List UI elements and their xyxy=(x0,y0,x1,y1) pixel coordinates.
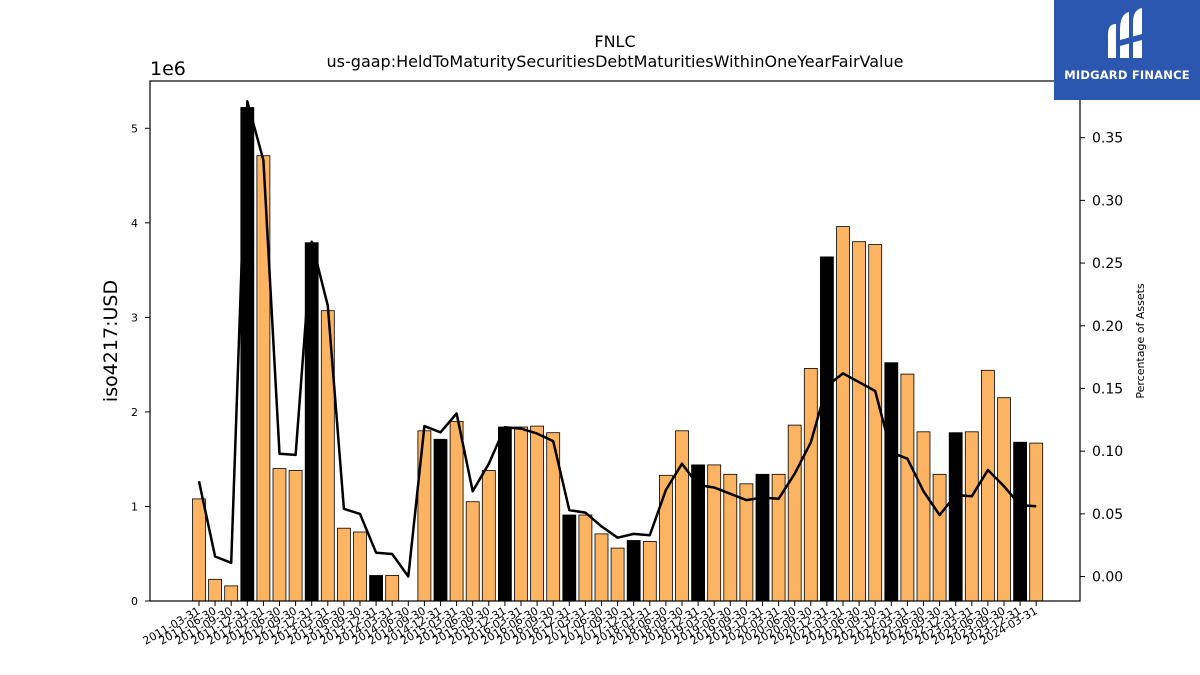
bar-2015-09-30 xyxy=(481,470,496,602)
bar-2021-09-30 xyxy=(868,244,883,602)
y-tick-label: 2 xyxy=(131,406,138,419)
bar-2020-12-31 xyxy=(820,256,834,602)
bar-2018-06-30 xyxy=(659,474,673,602)
bar-2016-03-31 xyxy=(514,426,528,602)
pct-of-assets-line xyxy=(197,100,1037,578)
chart-title-ticker: FNLC xyxy=(594,32,636,51)
bar-2014-09-30 xyxy=(417,430,432,602)
y2-tick-label: 0.35 xyxy=(1092,131,1123,147)
y2-axis-label: Percentage of Assets xyxy=(1134,283,1147,399)
bar-2019-12-31 xyxy=(755,473,770,602)
logo-name: MIDGARD FINANCE xyxy=(1064,68,1190,82)
bar-2014-12-31 xyxy=(433,438,448,602)
bar-2022-09-30 xyxy=(932,473,947,602)
bar-2011-06-30 xyxy=(208,578,223,602)
bar-2023-12-31 xyxy=(1013,441,1027,602)
bar-2012-09-30 xyxy=(288,470,303,602)
y-tick-label: 3 xyxy=(131,311,138,324)
bar-2011-03-31 xyxy=(192,498,206,602)
y2-tick-label: 0.05 xyxy=(1092,507,1123,523)
y-axis-label: iso4217:USD xyxy=(100,280,122,402)
bar-2019-03-31 xyxy=(707,464,722,602)
bar-2017-09-30 xyxy=(610,547,625,602)
bar-2022-06-30 xyxy=(916,431,931,602)
chart-title-concept: us-gaap:HeldToMaturitySecuritiesDebtMatu… xyxy=(326,52,904,71)
bar-2017-06-30 xyxy=(594,533,609,602)
bar-2024-03-31 xyxy=(1029,442,1044,602)
bar-2012-06-30 xyxy=(272,468,287,602)
bar-2013-09-30 xyxy=(353,531,367,602)
pct-line-layer xyxy=(197,100,1037,578)
bar-2021-03-31 xyxy=(836,226,850,602)
y-tick-label: 4 xyxy=(131,217,138,230)
y-axis-offset-label: 1e6 xyxy=(150,58,186,80)
bar-2013-06-30 xyxy=(336,527,351,602)
bar-2015-12-31 xyxy=(497,426,512,602)
bar-2023-09-30 xyxy=(997,397,1011,602)
bar-2021-12-31 xyxy=(884,362,899,602)
midgard-logo-icon xyxy=(1108,8,1142,58)
plot-frame xyxy=(149,80,1081,602)
bar-2018-03-31 xyxy=(642,541,657,602)
bar-2020-09-30 xyxy=(803,367,818,602)
bar-2016-06-30 xyxy=(530,425,544,602)
y2-tick-label: 0.20 xyxy=(1092,319,1123,335)
bars-layer xyxy=(192,107,1044,602)
bar-2022-03-31 xyxy=(900,373,915,602)
bar-2011-12-31 xyxy=(240,107,255,602)
axes-layer: 0123450.000.050.100.150.200.250.300.3520… xyxy=(131,80,1123,648)
bar-2023-06-30 xyxy=(981,369,995,602)
bar-2023-03-31 xyxy=(964,431,979,602)
bar-2020-06-30 xyxy=(787,424,802,602)
bar-2017-12-31 xyxy=(626,540,641,602)
y2-tick-label: 0.30 xyxy=(1092,193,1123,209)
bar-2015-06-30 xyxy=(465,501,480,602)
bar-2011-09-30 xyxy=(224,585,239,602)
bar-2019-09-30 xyxy=(739,483,754,602)
bar-2013-12-31 xyxy=(369,575,384,602)
midgard-finance-logo: MIDGARD FINANCE xyxy=(1054,0,1200,100)
bar-2021-06-30 xyxy=(852,241,866,602)
bar-2014-03-31 xyxy=(385,575,400,602)
y2-tick-label: 0.15 xyxy=(1092,381,1123,397)
y2-tick-label: 0.25 xyxy=(1092,256,1123,272)
y-tick-label: 0 xyxy=(131,595,138,608)
y2-tick-label: 0.10 xyxy=(1092,444,1123,460)
bar-2018-09-30 xyxy=(675,430,689,602)
y2-tick-label: 0.00 xyxy=(1092,570,1123,586)
bar-2015-03-31 xyxy=(449,420,464,602)
bar-2017-03-31 xyxy=(578,514,593,602)
bar-2016-12-31 xyxy=(562,514,577,602)
bar-2022-12-31 xyxy=(948,432,963,602)
y-tick-label: 5 xyxy=(131,122,138,135)
y-tick-label: 1 xyxy=(131,500,138,513)
